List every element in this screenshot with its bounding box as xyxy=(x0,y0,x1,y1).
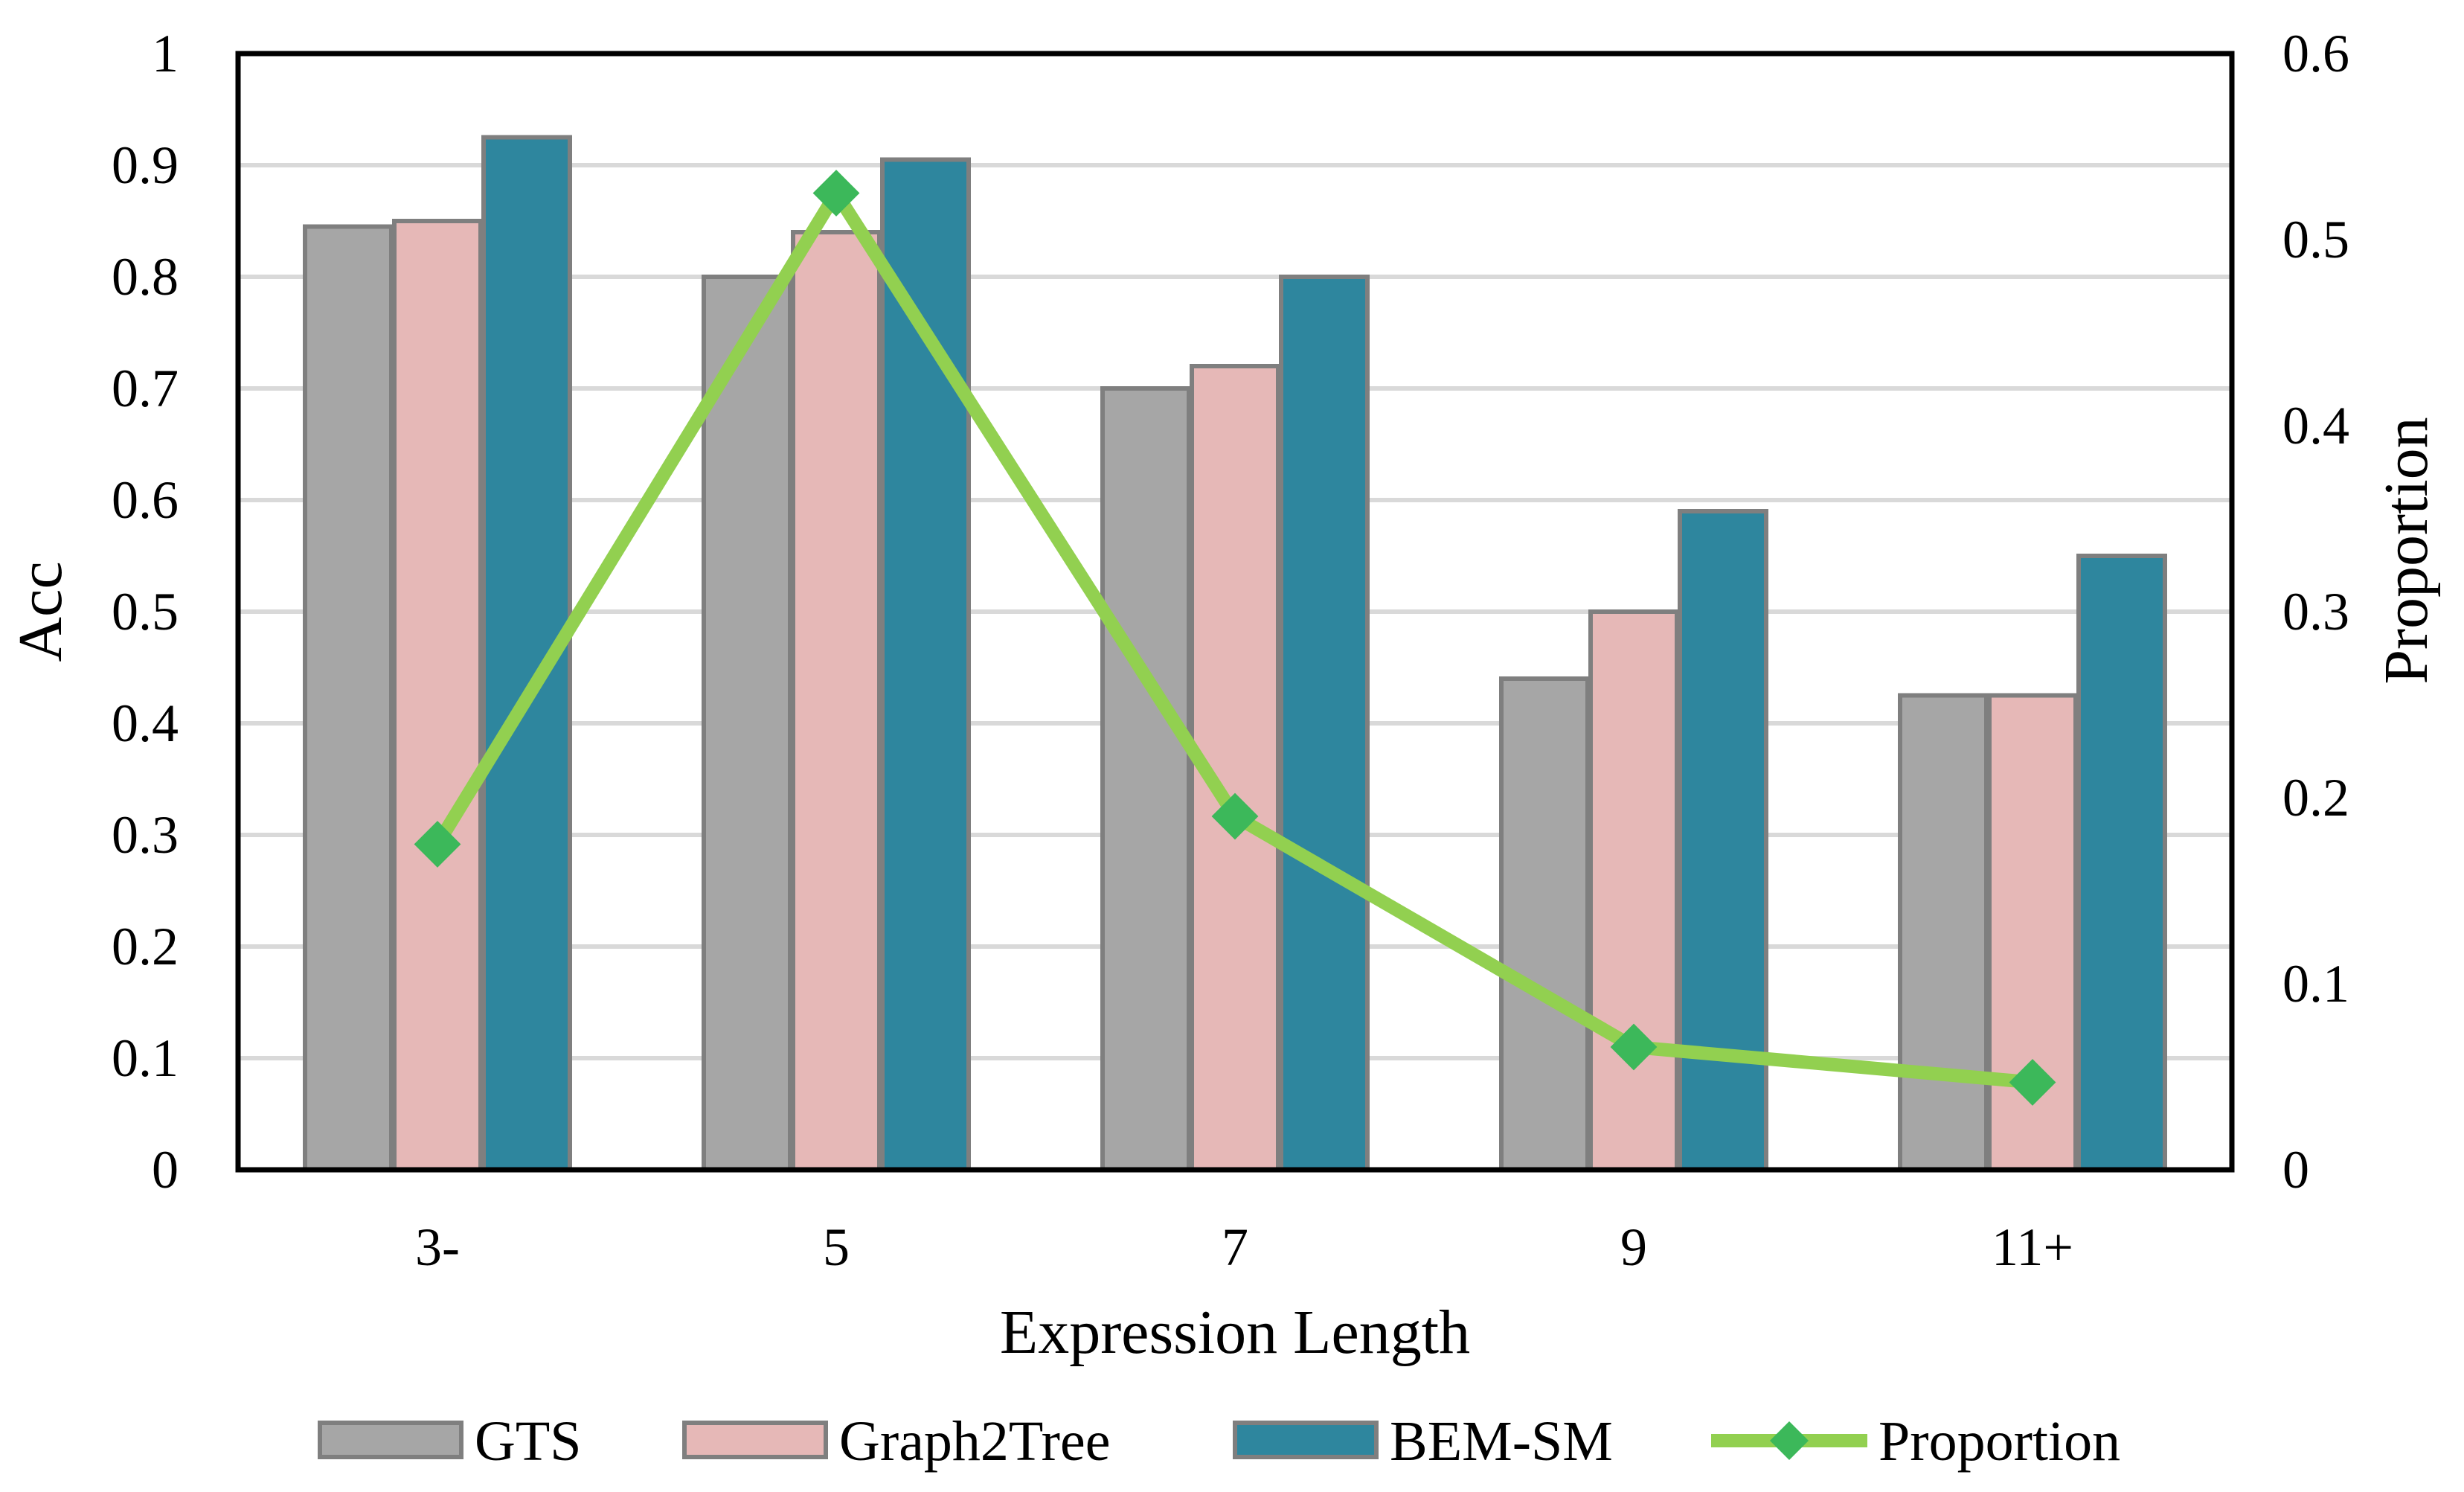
proportion-line xyxy=(414,170,2056,1106)
x-tick-label: 3- xyxy=(415,1217,460,1277)
y-tick-label: 0.1 xyxy=(112,1028,179,1088)
proportion-marker-4 xyxy=(2009,1059,2056,1106)
bar-graph2tree-1 xyxy=(791,230,882,1172)
bar-graph2tree-3 xyxy=(1588,609,1679,1172)
legend: GTS Graph2Tree BEM-SM Proportion xyxy=(318,1410,2120,1473)
y-tick-label: 0.6 xyxy=(112,470,179,530)
bar-graph2tree-0 xyxy=(392,219,483,1172)
y2-axis-title: Proportion xyxy=(2372,417,2441,684)
x-axis-title: Expression Length xyxy=(1000,1298,1470,1367)
y-tick-label: 0.4 xyxy=(112,694,179,753)
y-tick-label: 0.9 xyxy=(112,135,179,195)
y-tick-label: 0.3 xyxy=(112,805,179,865)
legend-label-bem-sm: BEM-SM xyxy=(1390,1410,1613,1473)
y2-tick-label: 0.1 xyxy=(2282,954,2349,1014)
bar-bem-sm-4 xyxy=(2076,554,2167,1172)
legend-label-gts: GTS xyxy=(475,1410,582,1473)
bar-gts-2 xyxy=(1100,386,1191,1172)
bar-gts-0 xyxy=(303,224,394,1172)
legend-swatch-gts xyxy=(318,1421,463,1459)
y-tick-label: 0 xyxy=(152,1140,179,1200)
bar-gts-3 xyxy=(1499,676,1590,1172)
proportion-marker-1 xyxy=(812,170,860,217)
bar-bem-sm-2 xyxy=(1279,275,1370,1172)
y2-tick-label: 0.4 xyxy=(2282,396,2349,455)
x-tick-label: 5 xyxy=(823,1217,850,1277)
x-tick-label: 9 xyxy=(1620,1217,1647,1277)
y-tick-label: 0.2 xyxy=(112,917,179,976)
y-tick-label: 0.7 xyxy=(112,359,179,418)
bar-gts-1 xyxy=(702,275,792,1172)
bar-bem-sm-3 xyxy=(1678,509,1768,1172)
legend-label-proportion: Proportion xyxy=(1879,1410,2120,1473)
proportion-marker-0 xyxy=(414,821,461,868)
plot-area-frame xyxy=(235,51,2235,1173)
legend-swatch-graph2tree xyxy=(682,1421,828,1459)
bar-gts-4 xyxy=(1898,693,1989,1172)
y2-tick-label: 0.5 xyxy=(2282,210,2349,269)
legend-label-graph2tree: Graph2Tree xyxy=(839,1410,1110,1473)
y2-tick-label: 0.2 xyxy=(2282,768,2349,827)
y2-tick-label: 0.3 xyxy=(2282,582,2349,641)
x-tick-label: 11+ xyxy=(1992,1217,2073,1277)
y2-tick-label: 0.6 xyxy=(2282,24,2349,83)
x-tick-label: 7 xyxy=(1222,1217,1248,1277)
y2-tick-label: 0 xyxy=(2282,1140,2309,1200)
y-tick-label: 0.8 xyxy=(112,247,179,307)
y-tick-label: 0.5 xyxy=(112,582,179,641)
bars xyxy=(303,135,2167,1172)
legend-swatch-bem-sm xyxy=(1233,1421,1379,1459)
y-tick-label: 1 xyxy=(152,24,179,83)
proportion-marker-2 xyxy=(1211,793,1259,840)
proportion-marker-3 xyxy=(1610,1023,1658,1071)
axes: 0 0.1 0.2 0.3 0.4 0.5 0.6 0.7 0.8 0.9 1 0 0.1 0.2 0.3 0… xyxy=(112,24,2349,1277)
legend-marker-proportion xyxy=(1770,1421,1809,1460)
bar-bem-sm-1 xyxy=(880,157,971,1172)
y-axis-title: Acc xyxy=(6,561,75,662)
